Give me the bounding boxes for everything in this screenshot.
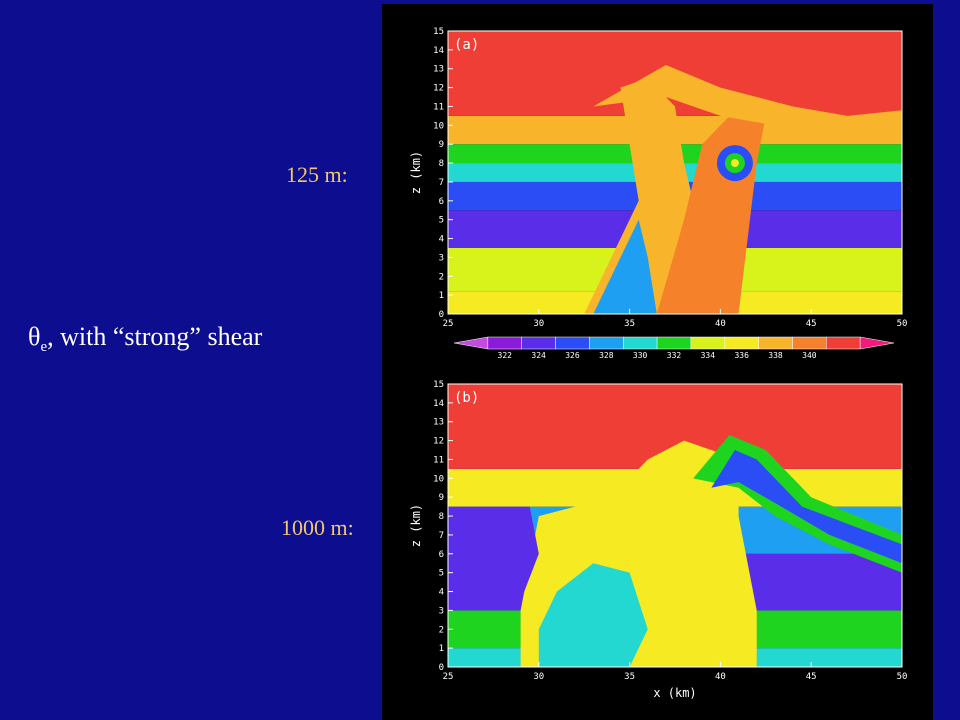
x-tick-label: 35 xyxy=(624,672,635,682)
y-tick-label: 1 xyxy=(439,291,444,301)
y-tick-label: 4 xyxy=(439,588,444,598)
colorbar-tick-label: 340 xyxy=(802,351,817,360)
y-tick-label: 6 xyxy=(439,550,444,560)
y-tick-label: 9 xyxy=(439,140,444,150)
y-tick-label: 1 xyxy=(439,644,444,654)
x-tick-label: 35 xyxy=(624,319,635,329)
x-tick-label: 50 xyxy=(897,319,908,329)
x-tick-label: 30 xyxy=(533,672,544,682)
y-axis-label: z (km) xyxy=(409,504,423,547)
x-tick-label: 45 xyxy=(806,672,817,682)
x-tick-label: 30 xyxy=(533,319,544,329)
y-tick-label: 8 xyxy=(439,159,444,169)
colorbar-tick-label: 334 xyxy=(701,351,716,360)
figure-panel: 0 1 2 3 4 5 6 7 8 9 10 11 12 13 14 15 25 30 35 40 45 50 z (km)… xyxy=(382,4,933,720)
y-tick-label: 13 xyxy=(433,418,444,428)
colorbar: 322 324 326 328 330 332 334 336 338 340 xyxy=(453,336,895,360)
x-tick-label: 25 xyxy=(443,319,454,329)
y-tick-label: 10 xyxy=(433,474,444,484)
colorbar-tick-label: 328 xyxy=(599,351,614,360)
y-tick-label: 5 xyxy=(439,569,444,579)
colorbar-tick-label: 332 xyxy=(667,351,682,360)
y-tick-label: 2 xyxy=(439,625,444,635)
x-tick-label: 40 xyxy=(715,672,726,682)
colorbar-tick-label: 326 xyxy=(565,351,580,360)
colorbar-swatch xyxy=(724,336,759,350)
y-tick-label: 8 xyxy=(439,512,444,522)
colorbar-swatch xyxy=(622,336,658,350)
y-tick-label: 0 xyxy=(439,310,444,320)
y-tick-label: 14 xyxy=(433,46,444,56)
slide-subtitle: θe, with “strong” shear xyxy=(28,322,262,356)
x-tick-label: 45 xyxy=(806,319,817,329)
upper-arm-inner xyxy=(711,450,902,564)
colorbar-tick-label: 330 xyxy=(633,351,648,360)
y-tick-label: 10 xyxy=(433,121,444,131)
y-tick-label: 9 xyxy=(439,493,444,503)
x-tick-label: 50 xyxy=(897,672,908,682)
y-tick-label: 4 xyxy=(439,235,444,245)
y-tick-label: 3 xyxy=(439,253,444,263)
colorbar-swatch xyxy=(792,336,827,350)
colorbar-swatch xyxy=(589,336,624,350)
y-tick-label: 15 xyxy=(433,27,444,37)
colorbar-tick-label: 338 xyxy=(768,351,783,360)
y-tick-label: 11 xyxy=(433,102,444,112)
y-tick-label: 7 xyxy=(439,531,444,541)
plot-frame xyxy=(447,383,903,668)
colorbar-swatch xyxy=(521,336,556,350)
colorbar-swatch xyxy=(656,336,692,350)
y-tick-label: 0 xyxy=(439,663,444,673)
theta-subscript: e xyxy=(40,339,48,356)
slide-label-125m: 125 m: xyxy=(286,162,348,187)
colorbar-swatch xyxy=(453,336,489,350)
left-environment xyxy=(448,506,539,611)
y-tick-label: 12 xyxy=(433,437,444,447)
y-tick-label: 7 xyxy=(439,178,444,188)
y-tick-label: 12 xyxy=(433,84,444,94)
colorbar-swatch xyxy=(826,336,861,350)
subtitle-text: , with “strong” shear xyxy=(47,322,263,351)
theta-e-field xyxy=(448,31,902,314)
y-tick-label: 3 xyxy=(439,606,444,616)
y-tick-label: 14 xyxy=(433,399,444,409)
y-tick-label: 2 xyxy=(439,272,444,282)
theta-symbol: θ xyxy=(28,322,41,351)
plot-frame xyxy=(447,30,903,315)
vortex-inner xyxy=(730,159,739,168)
colorbar-swatch xyxy=(487,336,522,350)
y-tick-label: 11 xyxy=(433,455,444,465)
y-tick-label: 6 xyxy=(439,197,444,207)
panel-label: (b) xyxy=(454,390,479,406)
lower-pool xyxy=(538,563,648,667)
y-tick-label: 15 xyxy=(433,380,444,390)
colorbar-tick-label: 324 xyxy=(531,351,546,360)
colorbar-swatch xyxy=(859,336,895,350)
y-axis-label: z (km) xyxy=(409,151,423,194)
panel-label: (a) xyxy=(454,37,479,53)
x-tick-label: 25 xyxy=(443,672,454,682)
colorbar-tick-label: 322 xyxy=(498,351,513,360)
theta-e-field xyxy=(448,384,902,667)
x-axis-label: x (km) xyxy=(653,686,696,700)
x-tick-label: 40 xyxy=(715,319,726,329)
downdraft-region xyxy=(593,219,657,314)
y-tick-label: 5 xyxy=(439,216,444,226)
colorbar-swatch xyxy=(758,336,793,350)
slide-label-1000m: 1000 m: xyxy=(281,515,354,540)
anvil-region xyxy=(593,64,902,141)
colorbar-swatch xyxy=(690,336,726,350)
y-tick-label: 13 xyxy=(433,65,444,75)
colorbar-swatch xyxy=(555,336,590,350)
colorbar-tick-label: 336 xyxy=(734,351,749,360)
